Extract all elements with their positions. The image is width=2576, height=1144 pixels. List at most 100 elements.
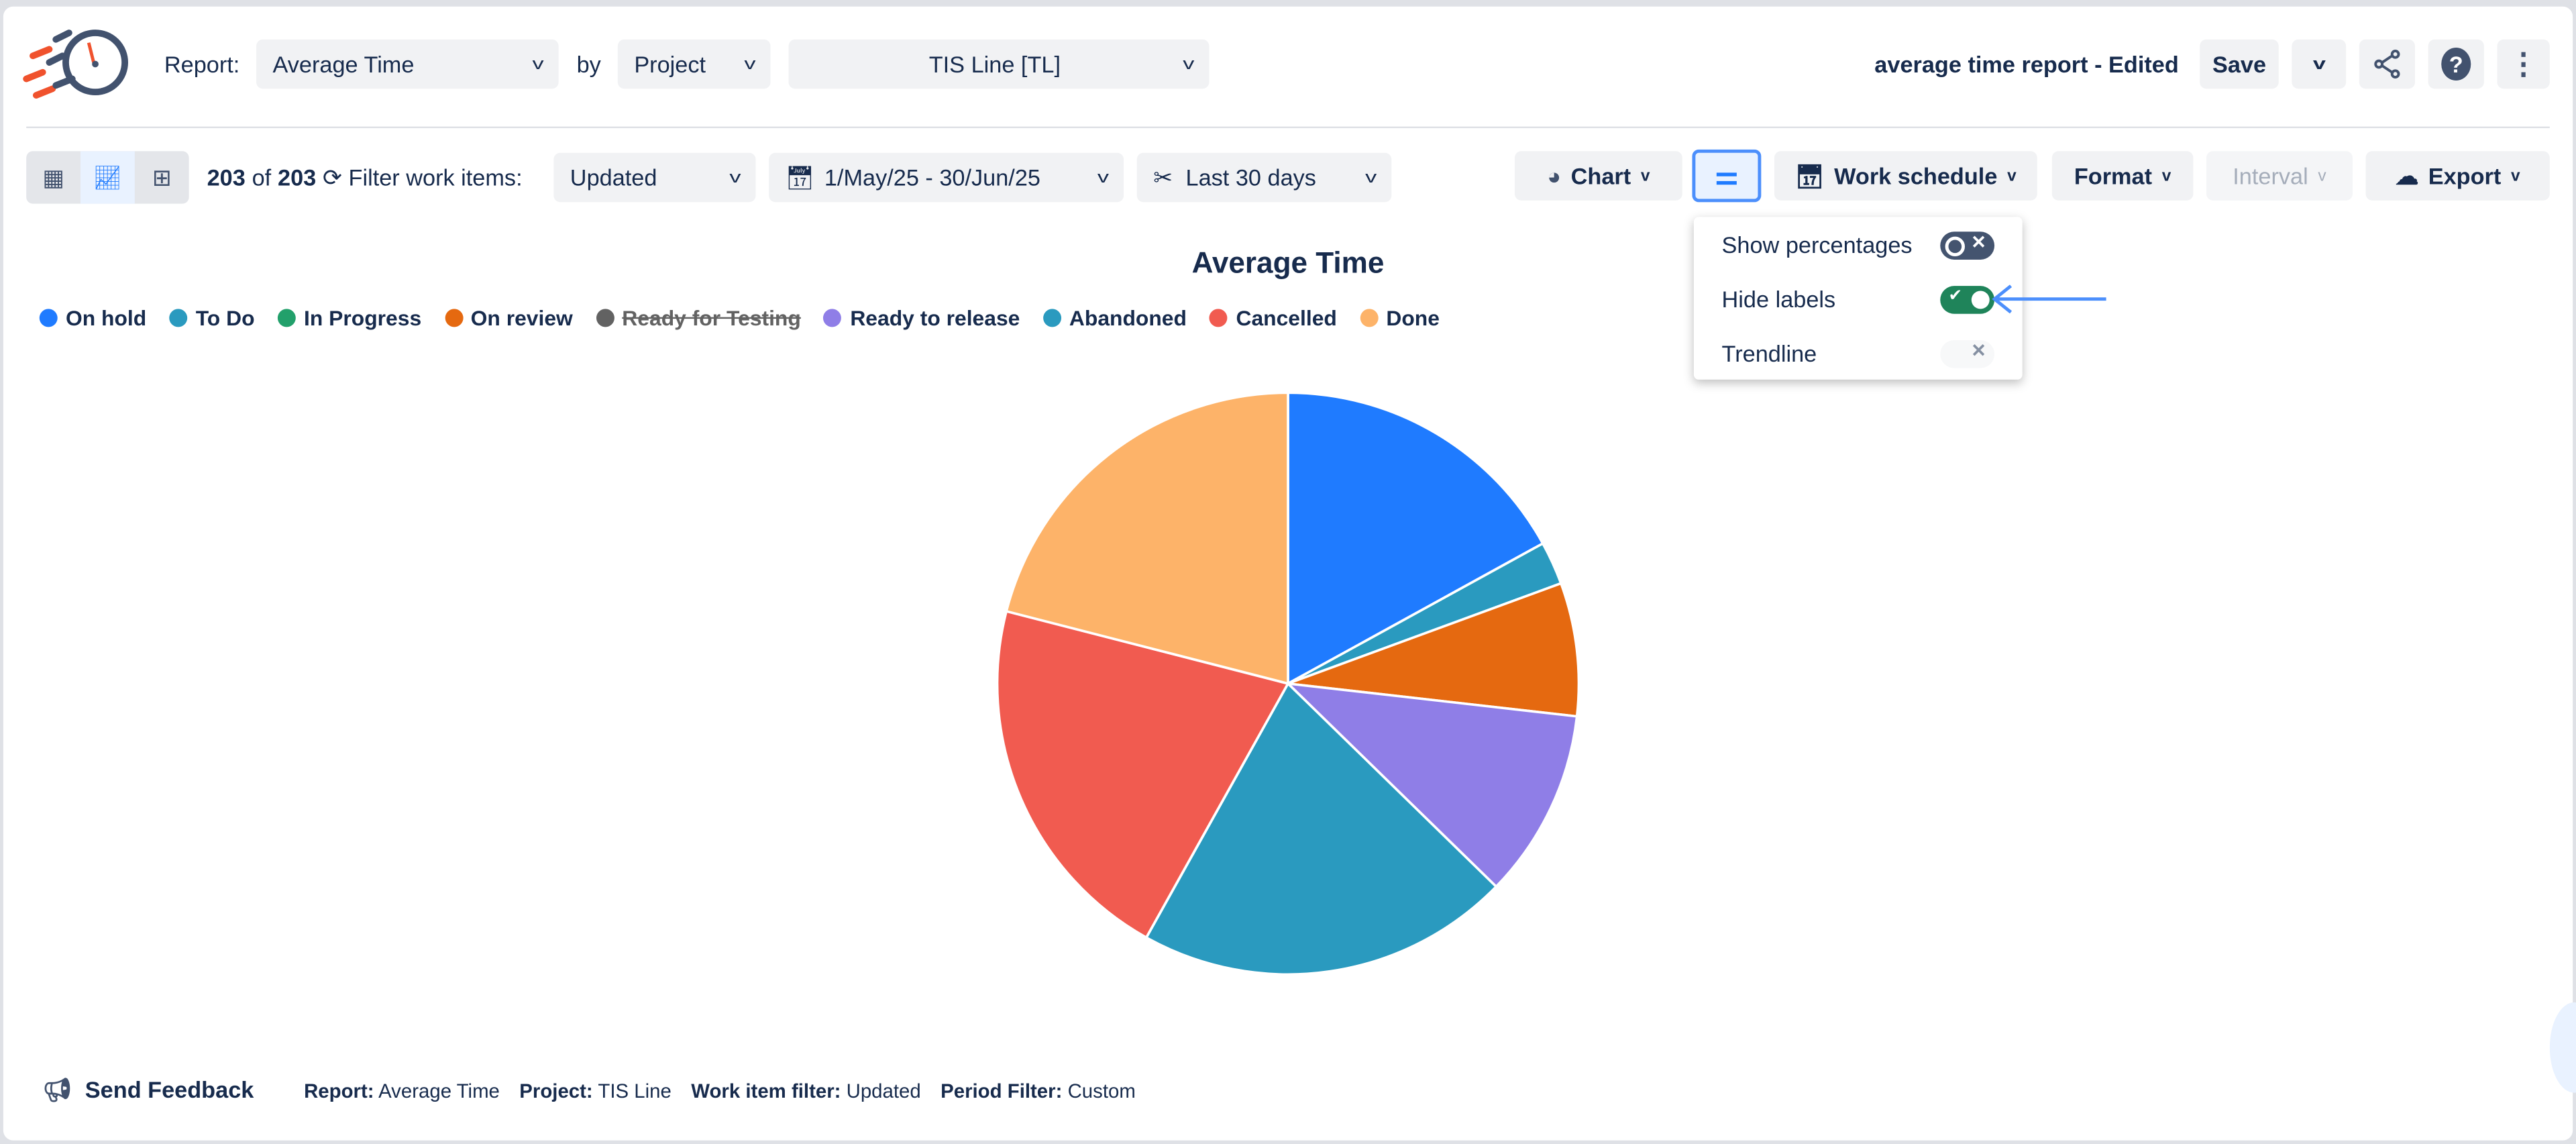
export-button[interactable]: ☁ Export v — [2365, 151, 2550, 201]
filter-label: Filter work items: — [348, 164, 523, 191]
legend-item[interactable]: On hold — [39, 305, 147, 331]
chart-view-icon[interactable]: 📈︎ — [80, 151, 135, 204]
group-by-select[interactable]: Project v — [617, 39, 771, 89]
chevron-down-icon: v — [1183, 55, 1195, 73]
summary-key: Report: — [304, 1079, 374, 1103]
more-vertical-icon: ⋮ — [2508, 46, 2538, 80]
legend-label: Done — [1386, 305, 1440, 331]
chevron-down-icon: v — [2007, 166, 2017, 185]
report-type-select[interactable]: Average Time v — [256, 39, 559, 89]
show-percentages-label: Show percentages — [1721, 231, 1913, 258]
refresh-icon[interactable]: ⟳ — [322, 164, 342, 191]
app-logo-icon — [23, 30, 129, 99]
legend-item[interactable]: Cancelled — [1210, 305, 1337, 331]
chart-settings-button[interactable]: ⚌ — [1692, 149, 1762, 203]
send-feedback-button[interactable]: 📢︎ Send Feedback — [43, 1076, 254, 1104]
show-percentages-toggle[interactable]: ✕ — [1940, 231, 1995, 260]
report-summary: Report: Average Time Project: TIS Line Wor… — [304, 1080, 1136, 1102]
period-select[interactable]: ✂ Last 30 days v — [1136, 152, 1392, 203]
summary-value: Average Time — [378, 1079, 500, 1103]
project-value: TIS Line [TL] — [928, 50, 1061, 78]
more-options-button[interactable]: ⋮ — [2497, 39, 2550, 89]
legend-item[interactable]: Ready for Testing — [596, 305, 801, 331]
legend-label: Cancelled — [1236, 305, 1337, 331]
summary-item: Project: TIS Line — [519, 1080, 672, 1102]
calendar-icon: 📅︎ — [1794, 162, 1825, 189]
summary-key: Project: — [519, 1079, 593, 1103]
interval-label: Interval — [2233, 162, 2308, 189]
chevron-down-icon: v — [2511, 166, 2520, 185]
share-button[interactable] — [2359, 39, 2416, 89]
chevron-down-icon: v — [532, 55, 544, 73]
legend-item[interactable]: Done — [1360, 305, 1440, 331]
hide-labels-toggle[interactable]: ✔ — [1940, 286, 1995, 314]
save-options-button[interactable]: v — [2292, 39, 2347, 89]
work-schedule-label: Work schedule — [1834, 162, 1998, 189]
legend-swatch — [1210, 309, 1228, 327]
legend-label: To Do — [195, 305, 255, 331]
pie-slice-on-review[interactable] — [1287, 582, 1580, 718]
filter-select[interactable]: Updated v — [553, 152, 756, 203]
save-button[interactable]: Save — [2200, 39, 2279, 89]
legend-label: In Progress — [303, 305, 422, 331]
trendline-label: Trendline — [1721, 340, 1817, 367]
legend-item[interactable]: On review — [444, 306, 573, 330]
legend-label: On hold — [65, 305, 147, 331]
chart-type-button[interactable]: ◕ Chart v — [1514, 151, 1682, 201]
send-feedback-label: Send Feedback — [85, 1076, 254, 1103]
summary-key: Work item filter: — [691, 1079, 841, 1103]
legend-swatch — [39, 309, 58, 327]
cloud-download-icon: ☁ — [2395, 162, 2419, 189]
legend-item[interactable]: In Progress — [277, 305, 422, 331]
pie-slice-cancelled[interactable] — [996, 609, 1290, 939]
summary-value: Updated — [846, 1079, 921, 1103]
chevron-down-icon: v — [1097, 168, 1110, 187]
legend-label: Ready for Testing — [622, 305, 801, 331]
export-label: Export — [2428, 162, 2502, 189]
chart-label: Chart — [1570, 162, 1631, 189]
chart-legend: On hold To Do In Progress On review Ready fo… — [39, 305, 1440, 331]
work-item-count: 203 of 203 ⟳ Filter work items: — [207, 164, 523, 193]
report-type-value: Average Time — [272, 50, 415, 78]
legend-item[interactable]: Ready to release — [824, 306, 1020, 330]
calendar-clock-icon: 📅︎ — [785, 163, 815, 190]
grid-view-icon[interactable]: ▦ — [42, 163, 64, 190]
chevron-down-icon: v — [729, 168, 741, 187]
filter-value: Updated — [570, 164, 657, 191]
legend-label: Abandoned — [1069, 305, 1187, 331]
summary-value: Custom — [1067, 1079, 1136, 1103]
pie-slice-abandoned[interactable] — [1144, 681, 1498, 976]
trendline-toggle[interactable]: ✕ — [1940, 340, 1995, 368]
header-divider — [26, 126, 2550, 129]
count: 203 — [207, 164, 246, 191]
total: 203 — [277, 164, 317, 191]
pivot-view-icon[interactable]: ⊞ — [152, 163, 172, 190]
annotation-arrow-icon — [1992, 284, 2106, 314]
scissors-icon: ✂ — [1153, 163, 1173, 190]
x-icon: ✕ — [1971, 342, 1986, 362]
help-button[interactable]: ? — [2428, 39, 2484, 89]
interval-button[interactable]: Interval v — [2206, 151, 2353, 201]
group-by-value: Project — [634, 50, 706, 78]
summary-item: Work item filter: Updated — [691, 1080, 920, 1102]
legend-swatch — [596, 309, 614, 327]
legend-item[interactable]: Abandoned — [1042, 305, 1187, 331]
format-button[interactable]: Format v — [2051, 151, 2194, 201]
legend-swatch — [277, 309, 296, 327]
date-range-picker[interactable]: 📅︎ 1/May/25 - 30/Jun/25 v — [769, 152, 1124, 203]
pie-slice-ready-to-release[interactable] — [1284, 682, 1578, 889]
period-value: Last 30 days — [1185, 164, 1316, 191]
pie-slice-done[interactable] — [1004, 391, 1289, 686]
project-select[interactable]: TIS Line [TL] v — [788, 39, 1210, 89]
megaphone-icon: 📢︎ — [42, 1076, 72, 1103]
by-label: by — [576, 50, 601, 78]
report-label: Report: — [164, 50, 240, 78]
chevron-down-icon: v — [1640, 166, 1650, 185]
pie-slice-on-hold[interactable] — [1287, 391, 1545, 686]
sliders-icon: ⚌ — [1715, 162, 1739, 191]
legend-item[interactable]: To Do — [169, 305, 255, 331]
work-schedule-button[interactable]: 📅︎ Work schedule v — [1774, 151, 2037, 201]
check-icon: ✔ — [1948, 287, 1963, 306]
legend-swatch — [1042, 309, 1061, 327]
